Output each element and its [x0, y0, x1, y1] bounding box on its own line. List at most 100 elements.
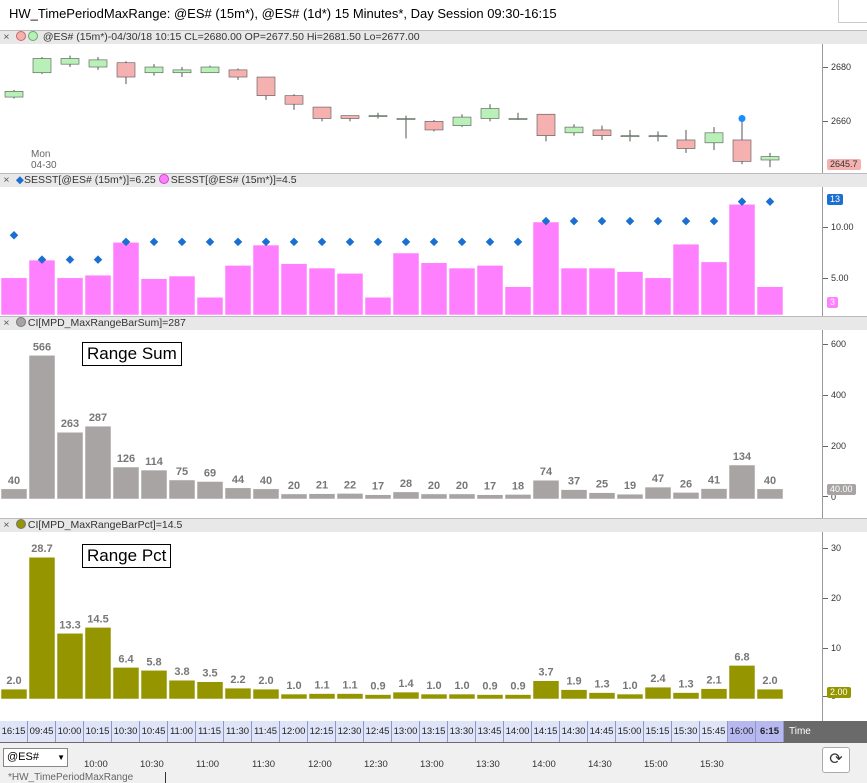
price-chart: [4, 55, 780, 168]
candle-body: [172, 69, 192, 74]
bar-10:00: [56, 277, 84, 316]
sesst-dot: [485, 237, 495, 247]
sesst-chart: [0, 197, 784, 316]
bar-10:30: [112, 466, 140, 500]
panel4-header-text: CI[MPD_MaxRangeBarPct]=14.5: [27, 519, 183, 531]
sesst-dot: [233, 237, 243, 247]
price-panel[interactable]: Mon 04-30: [0, 44, 822, 173]
close-panel-icon[interactable]: ×: [3, 31, 10, 43]
bar-14:00: [504, 694, 532, 700]
workspace-tab[interactable]: *HW_TimePeriodMaxRange: [8, 772, 134, 783]
bar-09:45: [28, 259, 56, 316]
bar-12:30: [336, 493, 364, 500]
panel2-header-b: SESST[@ES# (15m*)]=4.5: [170, 174, 297, 186]
up-bar-icon: [27, 31, 38, 41]
down-bar-icon: [15, 31, 26, 41]
time-cell: 13:00: [392, 721, 420, 742]
sesst-dot: [9, 231, 19, 240]
bar-16:00: [728, 204, 756, 316]
sesst-dot: [65, 255, 75, 264]
range-pct-axis[interactable]: 30 20 10 0 2.00: [822, 532, 867, 721]
time-scale-bar[interactable]: 16:15 09:45 10:00 10:15 10:30 10:45 11:00 11:15…: [0, 721, 867, 743]
sesst-dot: [457, 237, 467, 247]
time-cell: 11:30: [224, 721, 252, 742]
time-cell: 14:30: [560, 721, 588, 742]
bottom-time-label: 14:00: [532, 759, 556, 770]
time-cell: 15:30: [672, 721, 700, 742]
time-cell: 10:30: [112, 721, 140, 742]
bar-10:30: [112, 242, 140, 316]
sesst-dot: [625, 216, 635, 226]
panel1-header: × @ES# (15m*)-04/30/18 10:15 CL=2680.00 …: [0, 30, 867, 45]
sesst-panel[interactable]: [0, 187, 822, 316]
bar-13:15: [420, 262, 448, 316]
bar-11:45: [252, 244, 280, 316]
refresh-icon[interactable]: ⟳: [822, 747, 850, 773]
bar-value-label: 2.0: [762, 675, 777, 687]
bar-11:00: [168, 275, 196, 316]
time-cell: 11:45: [252, 721, 280, 742]
close-panel-icon[interactable]: ×: [3, 174, 10, 186]
window-control-button[interactable]: [838, 0, 867, 23]
bar-10:30: [112, 667, 140, 700]
diamond-icon: ◆: [15, 174, 24, 186]
bar-13:00: [392, 691, 420, 700]
bar-13:00: [392, 252, 420, 316]
bottom-time-label: 14:30: [588, 759, 612, 770]
bar-value-label: 17: [484, 481, 496, 493]
candle-body: [564, 126, 584, 134]
bar-12:30: [336, 273, 364, 316]
bar-6:15: [756, 688, 784, 700]
symbol-select[interactable]: @ES# ▼: [3, 748, 68, 767]
bar-value-label: 1.3: [678, 679, 693, 691]
range-pct-panel[interactable]: 2.0 28.7 13.3 14.5 6.4 5.8 3.8 3.5 2.2 2.0 1.0 1.1 1…: [0, 532, 822, 721]
date-label-day: Mon: [31, 149, 51, 160]
bar-10:15: [84, 274, 112, 316]
close-panel-icon[interactable]: ×: [3, 317, 10, 329]
range-sum-panel[interactable]: 40 566 263 287 126 114 75 69 44 40 20 21 22 17 28 20 20 1…: [0, 330, 822, 518]
scrollbar-thumb[interactable]: [165, 772, 166, 783]
sesst-dot: [205, 237, 215, 247]
bar-6:15: [756, 286, 784, 316]
sesst-axis[interactable]: 13 10.00 5.00 3: [822, 187, 867, 316]
time-cell: 12:00: [280, 721, 308, 742]
bar-15:45: [700, 488, 728, 500]
pct-tick: 30: [831, 543, 842, 553]
bottom-time-label: 13:00: [420, 759, 444, 770]
candle-body: [116, 62, 136, 78]
bar-value-label: 69: [204, 467, 216, 479]
bar-15:00: [616, 493, 644, 500]
range-sum-title: Range Sum: [82, 342, 182, 366]
bar-10:00: [56, 633, 84, 700]
sesst-dot: [513, 237, 523, 247]
bar-value-label: 19: [624, 480, 636, 492]
bar-11:30: [224, 265, 252, 316]
bar-value-label: 28: [400, 478, 412, 490]
price-tick: 2660: [831, 116, 852, 126]
candle-body: [312, 106, 332, 119]
panel3-header-text: CI[MPD_MaxRangeBarSum]=287: [27, 317, 186, 329]
bar-09:45: [28, 355, 56, 500]
sesst-dot: [765, 197, 775, 206]
bar-12:15: [308, 267, 336, 316]
bar-value-label: 1.9: [566, 676, 581, 688]
bar-10:45: [140, 278, 168, 316]
pct-tick: 20: [831, 593, 842, 603]
close-panel-icon[interactable]: ×: [3, 519, 10, 531]
sesst-dot: [429, 237, 439, 247]
bar-13:30: [448, 693, 476, 700]
time-cell: 10:00: [56, 721, 84, 742]
bar-13:15: [420, 493, 448, 500]
time-cell: 10:15: [84, 721, 112, 742]
bar-11:30: [224, 487, 252, 500]
range-sum-axis[interactable]: 600 400 200 0 40.00: [822, 330, 867, 518]
bar-10:15: [84, 425, 112, 500]
price-axis[interactable]: 2680 2660 2645.7: [822, 44, 867, 173]
bar-value-label: 47: [652, 473, 664, 485]
bar-13:30: [448, 493, 476, 500]
candle-body: [620, 135, 640, 137]
bar-11:15: [196, 681, 224, 700]
sesst-bottom-badge: 3: [827, 297, 839, 308]
bar-value-label: 126: [117, 453, 135, 465]
bar-value-label: 22: [344, 479, 356, 491]
